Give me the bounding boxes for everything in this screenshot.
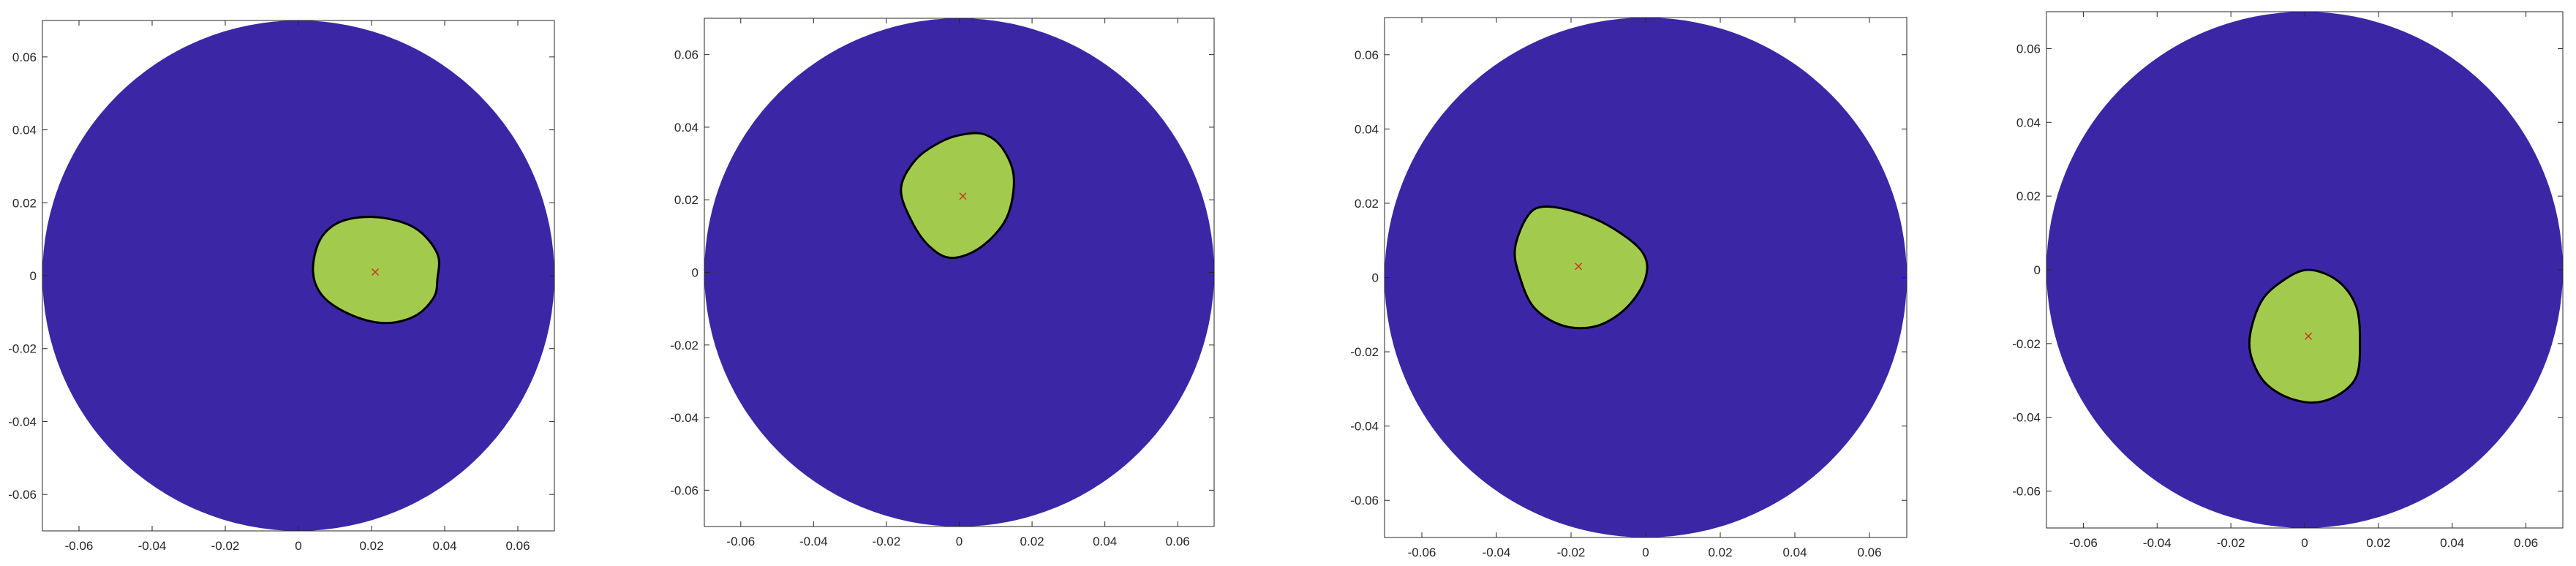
x-tick-label: 0.04: [2440, 536, 2464, 550]
x-tick-label: 0.06: [1166, 535, 1190, 548]
y-tick-label: 0.06: [12, 50, 37, 64]
y-tick-label: 0.04: [674, 121, 698, 135]
x-tick-label: -0.04: [1483, 546, 1511, 559]
center-marker: [2305, 332, 2313, 340]
center-marker: [959, 192, 967, 200]
x-tick-label: 0.04: [1782, 546, 1807, 559]
x-tick-label: 0.02: [1020, 535, 1044, 548]
x-tick-label: 0.02: [2366, 536, 2390, 550]
x-tick-label: 0.02: [1708, 546, 1732, 559]
y-tick-label: -0.02: [670, 339, 698, 352]
y-tick-label: -0.04: [8, 415, 37, 429]
domain-disk: [42, 20, 554, 531]
inclusion-region: [1513, 205, 1649, 330]
x-tick-label: -0.04: [2143, 536, 2172, 550]
x-tick-label: 0: [1642, 546, 1649, 559]
x-tick-label: -0.06: [65, 539, 94, 553]
y-tick-label: 0.04: [12, 124, 37, 137]
y-tick-label: -0.06: [8, 488, 37, 502]
y-tick-label: -0.06: [2012, 485, 2041, 499]
x-tick-label: -0.06: [726, 535, 755, 548]
y-tick-label: -0.04: [1350, 420, 1379, 434]
y-tick-label: 0.02: [1355, 197, 1379, 211]
y-tick-label: 0.02: [674, 193, 698, 207]
x-tick-label: 0: [2301, 536, 2308, 550]
inclusion-region: [900, 132, 1015, 260]
center-marker: [371, 268, 380, 276]
y-tick-label: -0.02: [1350, 345, 1379, 359]
y-tick-label: 0.06: [2016, 42, 2041, 56]
x-tick-label: 0.04: [432, 539, 456, 553]
y-tick-label: -0.04: [670, 411, 698, 425]
inclusion-region: [312, 216, 440, 325]
y-tick-label: 0.06: [674, 48, 698, 62]
x-tick-label: 0.04: [1093, 535, 1117, 548]
y-tick-label: 0.04: [1355, 122, 1379, 136]
subplot-2: -0.06 -0.04 -0.02 0 0.02 0.04 0.06 -0.06 -0.04 -0…: [670, 18, 1215, 548]
subplot-1: -0.06 -0.04 -0.02 0 0.02 0.04 0.06 -0.06 -0.04 -0…: [8, 20, 555, 553]
y-tick-label: 0: [2034, 263, 2041, 277]
x-tick-label: -0.02: [1557, 546, 1586, 559]
x-tick-label: 0: [295, 539, 301, 553]
x-tick-label: -0.04: [799, 535, 828, 548]
x-tick-label: 0: [956, 535, 963, 548]
domain-disk: [704, 18, 1214, 527]
y-tick-label: 0.02: [12, 196, 37, 210]
y-tick-label: -0.04: [2012, 411, 2041, 425]
y-tick-label: 0: [1372, 271, 1379, 285]
x-tick-label: -0.02: [2217, 536, 2245, 550]
x-tick-label: -0.06: [2069, 536, 2098, 550]
y-tick-label: -0.02: [2012, 337, 2041, 351]
inclusion-region: [2248, 268, 2362, 404]
y-tick-label: -0.02: [8, 342, 37, 356]
y-tick-label: -0.06: [670, 483, 698, 497]
x-tick-label: 0.06: [2514, 536, 2538, 550]
y-tick-label: 0.06: [1355, 48, 1379, 62]
x-tick-label: 0.06: [505, 539, 530, 553]
x-tick-label: 0.02: [359, 539, 383, 553]
x-tick-label: -0.02: [211, 539, 240, 553]
subplot-3: -0.06 -0.04 -0.02 0 0.02 0.04 0.06 -0.06 -0.04 -0…: [1350, 17, 1907, 559]
y-tick-label: 0: [30, 269, 37, 283]
x-tick-label: -0.06: [1408, 546, 1436, 559]
y-tick-label: 0: [692, 266, 698, 280]
y-tick-label: -0.06: [1350, 494, 1379, 507]
y-tick-label: 0.04: [2016, 116, 2041, 129]
x-tick-label: 0.06: [1857, 546, 1881, 559]
x-tick-label: -0.04: [138, 539, 167, 553]
x-tick-label: -0.02: [873, 535, 901, 548]
center-marker: [1575, 263, 1583, 271]
y-tick-label: 0.02: [2016, 189, 2041, 203]
subplot-4: -0.06 -0.04 -0.02 0 0.02 0.04 0.06 -0.06 -0.04 -0…: [2012, 11, 2564, 550]
